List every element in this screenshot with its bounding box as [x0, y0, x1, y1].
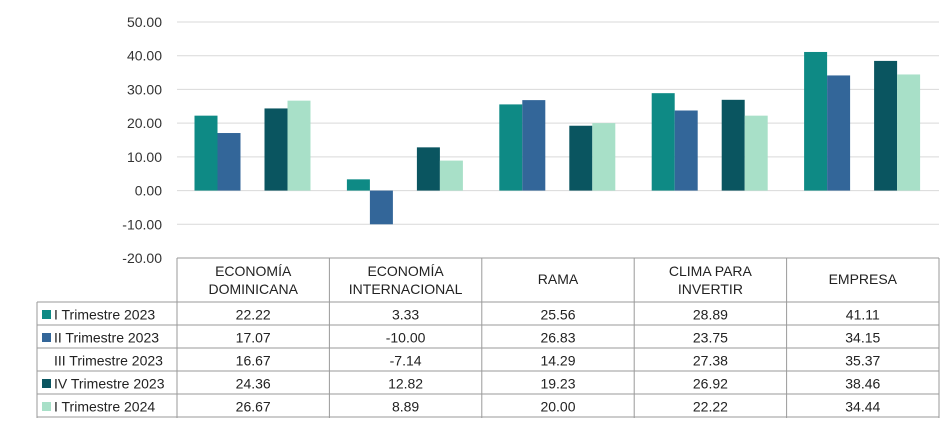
data-label: 27.38 [693, 353, 728, 369]
data-label: 34.44 [845, 399, 880, 415]
bar [874, 60, 898, 191]
bar [346, 179, 370, 191]
data-label: 3.33 [392, 307, 419, 323]
y-tick-label: 20.00 [127, 115, 162, 131]
data-label: 22.22 [693, 399, 728, 415]
bars [194, 51, 921, 225]
data-label: 26.67 [236, 399, 271, 415]
category-label: INTERNACIONAL [349, 281, 463, 297]
bar [569, 125, 593, 191]
category-label: DOMINICANA [208, 281, 298, 297]
legend-label: IV Trimestre 2023 [54, 376, 165, 392]
legend-key [42, 402, 51, 411]
data-label: 17.07 [236, 330, 271, 346]
data-label: 16.67 [236, 353, 271, 369]
data-label: -10.00 [386, 330, 426, 346]
data-label: 38.46 [845, 376, 880, 392]
data-label: 8.89 [392, 399, 419, 415]
data-label: -7.14 [390, 353, 422, 369]
y-tick-label: 30.00 [127, 81, 162, 97]
data-label: 28.89 [693, 307, 728, 323]
bar [651, 93, 675, 191]
y-tick-label: 40.00 [127, 48, 162, 64]
y-tick-label: -20.00 [122, 250, 162, 266]
legend-key [42, 379, 51, 388]
category-label: EMPRESA [829, 271, 898, 287]
y-tick-label: -10.00 [122, 216, 162, 232]
data-label: 23.75 [693, 330, 728, 346]
legend-label: I Trimestre 2023 [54, 307, 155, 323]
bar [592, 123, 616, 191]
data-label: 35.37 [845, 353, 880, 369]
data-label: 26.92 [693, 376, 728, 392]
bar [522, 100, 546, 191]
bar [897, 74, 921, 191]
bar [217, 133, 241, 191]
legend-key [42, 333, 51, 342]
bar [827, 75, 851, 191]
legend-label: II Trimestre 2023 [54, 330, 159, 346]
data-label: 12.82 [388, 376, 423, 392]
bar [674, 110, 698, 191]
category-label: CLIMA PARA [669, 263, 753, 279]
data-label: 26.83 [540, 330, 575, 346]
data-label: 14.29 [540, 353, 575, 369]
y-axis: 50.00 40.00 30.00 20.00 10.00 0.00 -10.00 -20.0… [122, 14, 162, 266]
legend-label: III Trimestre 2023 [54, 353, 163, 369]
bar [369, 190, 393, 225]
data-label: 24.36 [236, 376, 271, 392]
y-tick-label: 0.00 [135, 183, 162, 199]
bar [194, 115, 218, 191]
category-label: RAMA [538, 271, 579, 287]
category-label: ECONOMÍA [215, 263, 292, 279]
bar [499, 104, 523, 191]
y-tick-label: 10.00 [127, 149, 162, 165]
legend-key [42, 310, 51, 319]
data-label: 34.15 [845, 330, 880, 346]
bar [439, 160, 463, 191]
bar [287, 100, 311, 191]
bar [721, 99, 745, 191]
data-label: 41.11 [846, 307, 880, 323]
category-label: ECONOMÍA [367, 263, 444, 279]
data-label: 20.00 [540, 399, 575, 415]
data-table: ECONOMÍA DOMINICANA ECONOMÍA INTERNACIONAL R… [36, 257, 940, 418]
bar [264, 108, 288, 191]
bar [804, 51, 828, 191]
data-label: 25.56 [540, 307, 575, 323]
bar [416, 147, 440, 191]
category-label: INVERTIR [678, 281, 743, 297]
data-label: 19.23 [540, 376, 575, 392]
y-tick-label: 50.00 [127, 14, 162, 30]
bar [744, 115, 768, 191]
data-label: 22.22 [236, 307, 271, 323]
legend-label: I Trimestre 2024 [54, 399, 155, 415]
